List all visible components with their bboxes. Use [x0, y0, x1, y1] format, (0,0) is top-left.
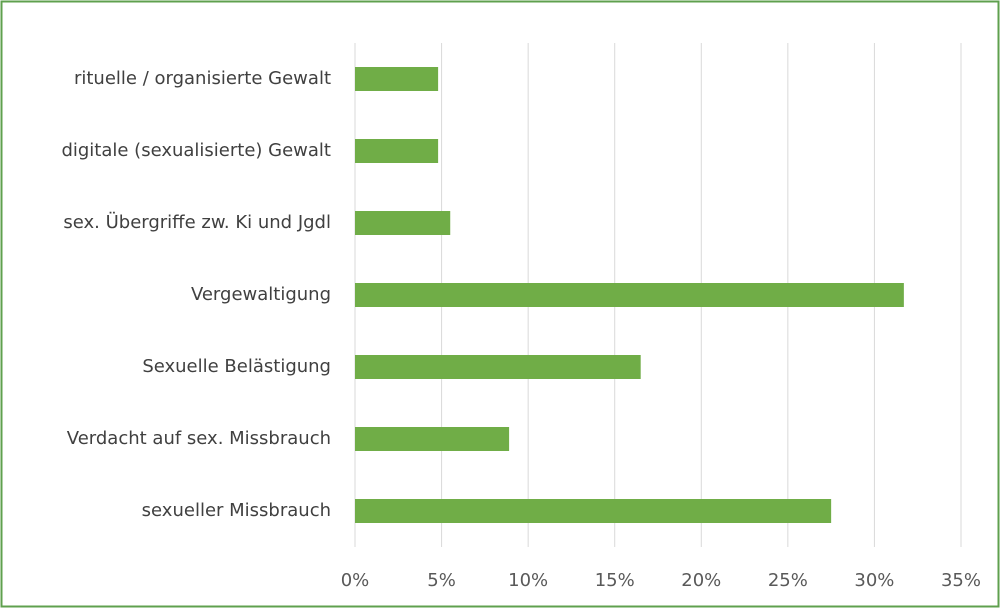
y-tick-label: Sexuelle Belästigung — [142, 356, 331, 377]
x-tick-label: 0% — [341, 570, 370, 591]
y-tick-label: sex. Übergriffe zw. Ki und Jgdl — [63, 211, 331, 233]
y-tick-label: rituelle / organisierte Gewalt — [74, 68, 331, 89]
bar — [355, 211, 451, 235]
x-tick-label: 15% — [595, 570, 635, 591]
bar — [355, 67, 439, 91]
x-tick-label: 10% — [508, 570, 548, 591]
y-tick-label: sexueller Missbrauch — [142, 500, 331, 521]
y-tick-label: Verdacht auf sex. Missbrauch — [67, 428, 331, 449]
bar — [355, 499, 832, 523]
bar — [355, 283, 904, 307]
x-tick-label: 25% — [768, 570, 808, 591]
bar — [355, 427, 510, 451]
x-tick-label: 5% — [427, 570, 456, 591]
x-tick-label: 35% — [941, 570, 981, 591]
x-tick-label: 30% — [854, 570, 894, 591]
y-tick-label: digitale (sexualisierte) Gewalt — [61, 140, 331, 161]
bar — [355, 139, 439, 163]
bar — [355, 355, 641, 379]
y-tick-label: Vergewaltigung — [191, 284, 331, 305]
x-tick-label: 20% — [681, 570, 721, 591]
